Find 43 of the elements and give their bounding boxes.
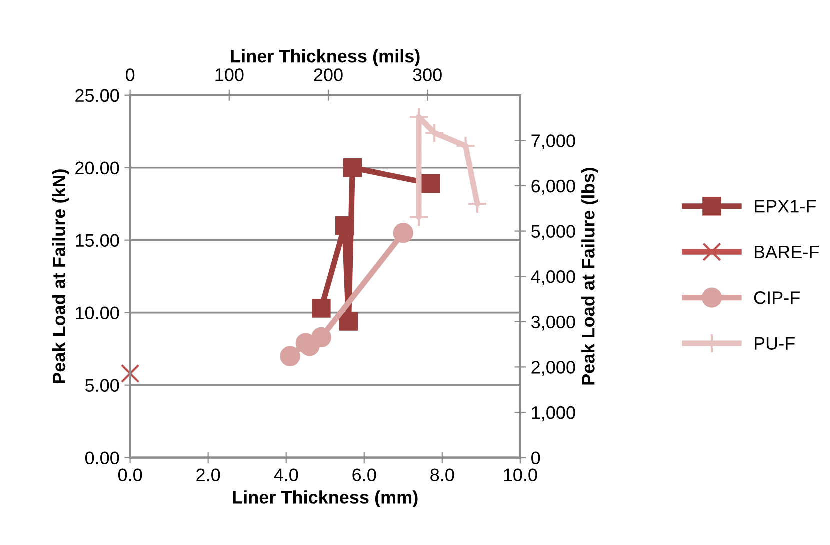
x-tick-label: 10.0 [504,468,538,482]
x2-axis-title: Liner Thickness (mils) [231,49,420,66]
point [421,174,440,194]
x-tick-label: 0.0 [118,468,142,482]
x-tick-label: 4.0 [274,468,298,482]
point [343,158,362,178]
y-axis-title: Peak Load at Failure (kN) [52,170,70,384]
y-tick-label: 25.00 [76,89,120,102]
x-tick-label: 6.0 [352,468,376,482]
y2-tick-label: 5,000 [532,225,576,240]
point [456,136,476,156]
x2-tick-label: 100 [216,68,244,82]
x2-tick-label: 200 [314,68,343,82]
y-tick-label: 20.00 [76,162,120,175]
y2-axis-title: Peak Load at Failure (lbs) [582,168,598,385]
x-tick-label: 2.0 [196,468,220,482]
x2-tick-label: 0 [126,68,135,82]
point [335,216,354,236]
point [312,299,331,318]
legend-label: EPX1-F [754,200,816,213]
y2-tick-label: 0 [532,452,540,465]
y2-tick-label: 6,000 [532,180,576,195]
point [120,364,140,384]
point [339,312,358,331]
y2-tick-label: 1,000 [532,406,576,422]
point [393,223,414,244]
y-tick-label: 5.00 [85,379,120,392]
point [424,122,445,144]
point [311,327,332,348]
x2-tick-label: 300 [413,68,442,82]
x-tick-label: 8.0 [430,468,454,482]
legend-label: PU-F [754,337,795,350]
y2-tick-label: 2,000 [532,361,576,376]
legend-label: BARE-F [754,246,819,258]
y-tick-label: 0.00 [85,452,120,465]
y-tick-label: 10.00 [76,306,120,320]
legend-label: CIP-F [754,292,800,304]
y-tick-label: 15.00 [76,234,120,248]
y2-tick-label: 4,000 [531,270,576,286]
point [280,346,300,366]
y2-tick-label: 3,000 [532,316,576,331]
x-axis-title: Liner Thickness (mm) [233,490,418,508]
y2-tick-label: 7,000 [532,134,576,150]
